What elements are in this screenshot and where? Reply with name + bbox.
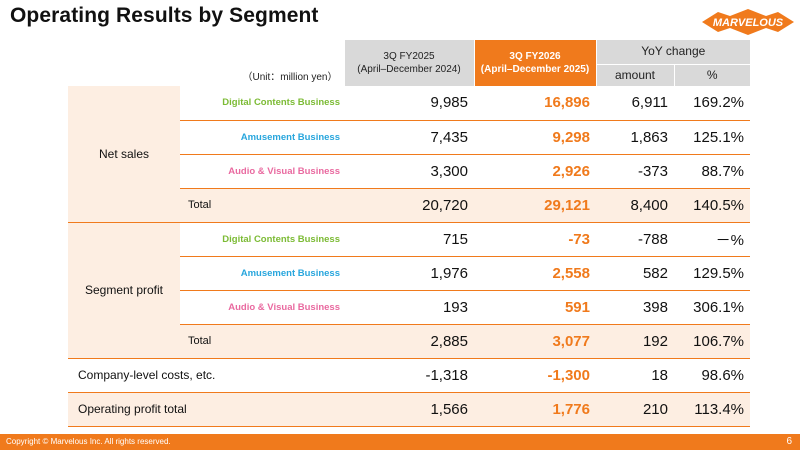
yoy-percent: －% bbox=[674, 222, 751, 257]
yoy-percent: 106.7% bbox=[674, 324, 751, 359]
page-number: 6 bbox=[786, 436, 792, 447]
table-row: Audio & Visual Business 193 591 398 306.… bbox=[68, 290, 751, 325]
prev-value: 20,720 bbox=[344, 188, 474, 223]
table-row: Net sales Digital Contents Business 9,98… bbox=[68, 86, 751, 223]
table-row-total: Total 20,720 29,121 8,400 140.5% bbox=[68, 188, 751, 223]
footer-bar: Copyright © Marvelous Inc. All rights re… bbox=[0, 434, 800, 450]
yoy-percent: 113.4% bbox=[674, 392, 751, 427]
yoy-amount: -788 bbox=[596, 222, 674, 257]
segment-label-amusement: Amusement Business bbox=[180, 256, 344, 291]
yoy-amount: 192 bbox=[596, 324, 674, 359]
company-costs-label: Company-level costs, etc. bbox=[68, 358, 344, 393]
table-row-total: Total 2,885 3,077 192 106.7% bbox=[68, 324, 751, 359]
table-row-company-costs: Company-level costs, etc. -1,318 -1,300 … bbox=[68, 358, 751, 393]
net-sales-group-label: Net sales bbox=[68, 86, 180, 223]
yoy-amount: 18 bbox=[596, 358, 674, 393]
cur-value: 1,776 bbox=[474, 392, 596, 427]
table-row: Amusement Business 1,976 2,558 582 129.5… bbox=[68, 256, 751, 291]
logo-star-shape bbox=[702, 9, 794, 35]
amount-header: amount bbox=[596, 64, 675, 86]
yoy-percent: 169.2% bbox=[674, 86, 751, 121]
cur-value: -73 bbox=[474, 222, 596, 257]
copyright-text: Copyright © Marvelous Inc. All rights re… bbox=[6, 437, 171, 446]
segment-label-digital: Digital Contents Business bbox=[180, 86, 344, 121]
prev-period-range: (April–December 2024) bbox=[357, 64, 461, 75]
yoy-amount: 8,400 bbox=[596, 188, 674, 223]
cur-value: 29,121 bbox=[474, 188, 596, 223]
prev-value: 9,985 bbox=[344, 86, 474, 121]
yoy-percent: 98.6% bbox=[674, 358, 751, 393]
prev-period-header: 3Q FY2025 (April–December 2024) bbox=[343, 40, 474, 86]
yoy-amount: 582 bbox=[596, 256, 674, 291]
table-row: Amusement Business 7,435 9,298 1,863 125… bbox=[68, 120, 751, 155]
cur-value: 3,077 bbox=[474, 324, 596, 359]
yoy-percent: 88.7% bbox=[674, 154, 751, 189]
prev-value: -1,318 bbox=[344, 358, 474, 393]
prev-value: 7,435 bbox=[344, 120, 474, 155]
cur-value: -1,300 bbox=[474, 358, 596, 393]
cur-value: 16,896 bbox=[474, 86, 596, 121]
segment-results-table: （Unit：million yen） 3Q FY2025 (April–Dece… bbox=[68, 40, 751, 427]
table-row-operating-profit: Operating profit total 1,566 1,776 210 1… bbox=[68, 392, 751, 427]
cur-period-header: 3Q FY2026 (April–December 2025) bbox=[473, 40, 597, 86]
prev-value: 1,566 bbox=[344, 392, 474, 427]
cur-value: 2,558 bbox=[474, 256, 596, 291]
yoy-amount: 1,863 bbox=[596, 120, 674, 155]
cur-value: 9,298 bbox=[474, 120, 596, 155]
segment-label-audio-visual: Audio & Visual Business bbox=[180, 154, 344, 189]
prev-value: 193 bbox=[344, 290, 474, 325]
segment-label-amusement: Amusement Business bbox=[180, 120, 344, 155]
prev-period-label: 3Q FY2025 bbox=[383, 51, 435, 62]
segment-profit-group-label: Segment profit bbox=[68, 222, 180, 359]
operating-profit-label: Operating profit total bbox=[68, 392, 344, 427]
yoy-amount: 210 bbox=[596, 392, 674, 427]
table-row: Audio & Visual Business 3,300 2,926 -373… bbox=[68, 154, 751, 189]
percent-header: % bbox=[674, 64, 751, 86]
cur-value: 2,926 bbox=[474, 154, 596, 189]
yoy-amount: -373 bbox=[596, 154, 674, 189]
prev-value: 3,300 bbox=[344, 154, 474, 189]
yoy-header: YoY change bbox=[596, 40, 751, 65]
yoy-percent: 125.1% bbox=[674, 120, 751, 155]
cur-period-range: (April–December 2025) bbox=[480, 64, 590, 75]
total-label: Total bbox=[180, 324, 344, 359]
total-label: Total bbox=[180, 188, 344, 223]
yoy-amount: 398 bbox=[596, 290, 674, 325]
prev-value: 2,885 bbox=[344, 324, 474, 359]
cur-period-label: 3Q FY2026 bbox=[509, 51, 561, 62]
page-title: Operating Results by Segment bbox=[10, 4, 319, 27]
prev-value: 715 bbox=[344, 222, 474, 257]
yoy-percent: 129.5% bbox=[674, 256, 751, 291]
header-row-1: （Unit：million yen） 3Q FY2025 (April–Dece… bbox=[68, 40, 751, 86]
segment-label-digital: Digital Contents Business bbox=[180, 222, 344, 257]
yoy-amount: 6,911 bbox=[596, 86, 674, 121]
logo-text: MARVELOUS bbox=[713, 17, 784, 29]
header-row-2: amount % bbox=[68, 64, 751, 86]
prev-value: 1,976 bbox=[344, 256, 474, 291]
yoy-percent: 140.5% bbox=[674, 188, 751, 223]
table-row: Segment profit Digital Contents Business… bbox=[68, 222, 751, 359]
segment-label-audio-visual: Audio & Visual Business bbox=[180, 290, 344, 325]
marvelous-logo: MARVELOUS bbox=[702, 9, 794, 35]
cur-value: 591 bbox=[474, 290, 596, 325]
unit-label: （Unit：million yen） bbox=[242, 72, 338, 83]
yoy-percent: 306.1% bbox=[674, 290, 751, 325]
